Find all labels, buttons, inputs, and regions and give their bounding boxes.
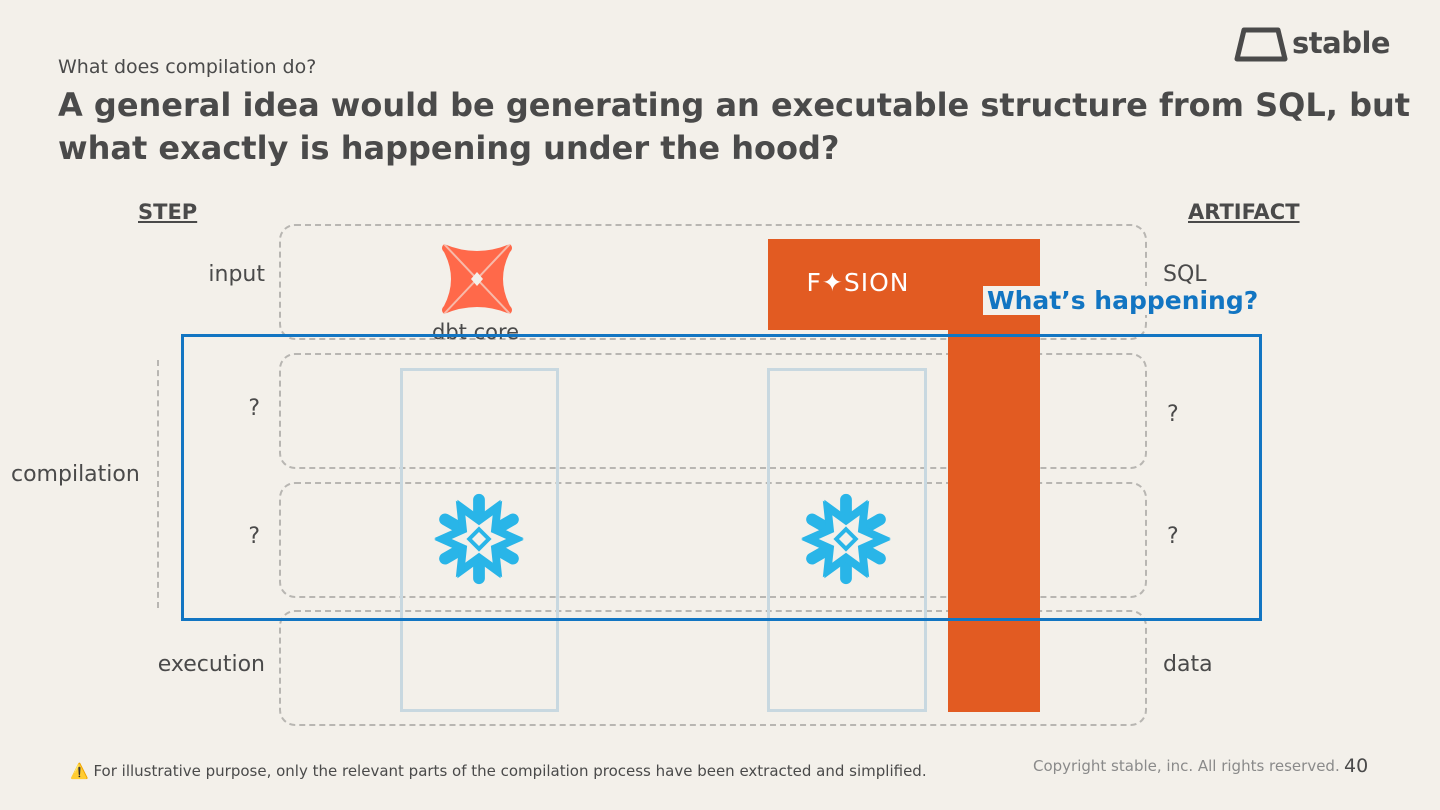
artifact-compile-2: ? — [1167, 524, 1179, 549]
compile-row-1-box — [279, 353, 1147, 469]
input-row-box — [279, 224, 1147, 340]
fusion-pipeline-bar — [948, 239, 1040, 712]
snowflake-logo-icon — [434, 493, 524, 585]
compilation-bracket — [157, 360, 159, 608]
step-column-header: STEP — [138, 200, 198, 224]
artifact-column-header: ARTIFACT — [1188, 200, 1300, 224]
execution-row-box — [279, 610, 1147, 726]
page-number: 40 — [1344, 755, 1369, 777]
row-label-input: input — [208, 262, 265, 287]
slide-title: A general idea would be generating an ex… — [58, 86, 1411, 167]
compilation-highlight-box — [181, 334, 1262, 621]
slide-subtitle: What does compilation do? — [58, 56, 317, 78]
dbt-core-label: dbt core — [432, 320, 520, 344]
artifact-data: data — [1163, 652, 1213, 677]
compilation-label: compilation — [11, 462, 140, 487]
copyright: Copyright stable, inc. All rights reserv… — [1033, 757, 1340, 775]
fusion-logo-text: F✦SION — [806, 268, 910, 297]
artifact-sql: SQL — [1163, 262, 1207, 287]
stable-logo-icon — [1234, 27, 1288, 62]
whats-happening-callout: What’s happening? — [983, 286, 1263, 315]
logo-text: stable — [1292, 26, 1391, 60]
snowflake-logo-icon — [801, 493, 891, 585]
footnote: ⚠️ For illustrative purpose, only the re… — [70, 762, 927, 780]
row-label-execution: execution — [157, 652, 265, 677]
compile-row-2-box — [279, 482, 1147, 598]
row-label-compile-1: ? — [248, 396, 260, 421]
dbt-core-execution-column — [400, 368, 559, 712]
artifact-compile-1: ? — [1167, 402, 1179, 427]
stable-logo: stable — [1234, 26, 1394, 66]
row-label-compile-2: ? — [248, 524, 260, 549]
dbt-logo-icon — [442, 243, 512, 315]
fusion-execution-column — [767, 368, 927, 712]
